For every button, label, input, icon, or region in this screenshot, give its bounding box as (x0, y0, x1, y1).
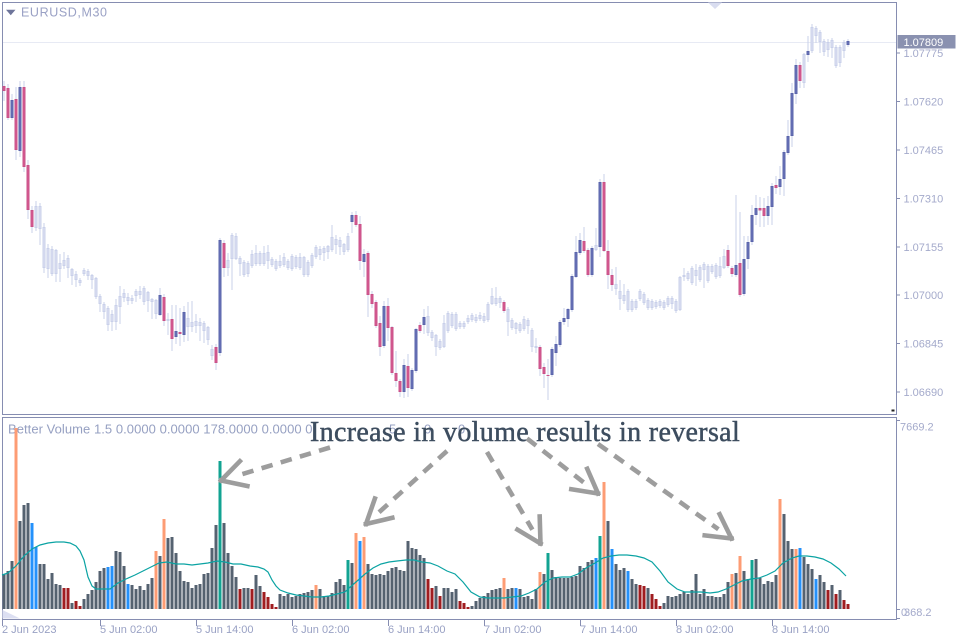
svg-text:8 Jun 02:00: 8 Jun 02:00 (676, 624, 734, 636)
svg-text:2 Jun 2023: 2 Jun 2023 (2, 624, 56, 636)
svg-text:1.07775: 1.07775 (904, 48, 944, 60)
svg-text:1.07155: 1.07155 (904, 242, 944, 254)
svg-text:7669.2: 7669.2 (900, 422, 934, 434)
svg-text:Increase in volume results in: Increase in volume results in reversal (310, 417, 740, 448)
svg-text:6 Jun 14:00: 6 Jun 14:00 (388, 624, 446, 636)
svg-text:368.2: 368.2 (904, 607, 932, 619)
svg-text:1.06845: 1.06845 (904, 339, 944, 351)
svg-text:1.07620: 1.07620 (904, 96, 944, 108)
svg-text:5: 5 (389, 422, 396, 437)
svg-text:8 Jun 14:00: 8 Jun 14:00 (772, 624, 830, 636)
svg-text:5 Jun 02:00: 5 Jun 02:00 (100, 624, 158, 636)
svg-text:0: 0 (458, 422, 465, 437)
svg-text:6 Jun 02:00: 6 Jun 02:00 (292, 624, 350, 636)
svg-text:1.06690: 1.06690 (904, 387, 944, 399)
svg-text:1.07000: 1.07000 (904, 290, 944, 302)
svg-text:0: 0 (424, 422, 431, 437)
svg-text:EURUSD,M30: EURUSD,M30 (21, 6, 108, 20)
svg-text:0: 0 (901, 607, 907, 619)
svg-text:Better Volume 1.5 0.0000 0.000: Better Volume 1.5 0.0000 0.0000 178.0000… (8, 422, 316, 437)
svg-text:1.07809: 1.07809 (904, 37, 944, 49)
svg-text:1.07310: 1.07310 (904, 193, 944, 205)
svg-text:5 Jun 14:00: 5 Jun 14:00 (196, 624, 254, 636)
svg-text:7 Jun 14:00: 7 Jun 14:00 (580, 624, 638, 636)
svg-text:1.07465: 1.07465 (904, 145, 944, 157)
svg-text:7 Jun 02:00: 7 Jun 02:00 (484, 624, 542, 636)
